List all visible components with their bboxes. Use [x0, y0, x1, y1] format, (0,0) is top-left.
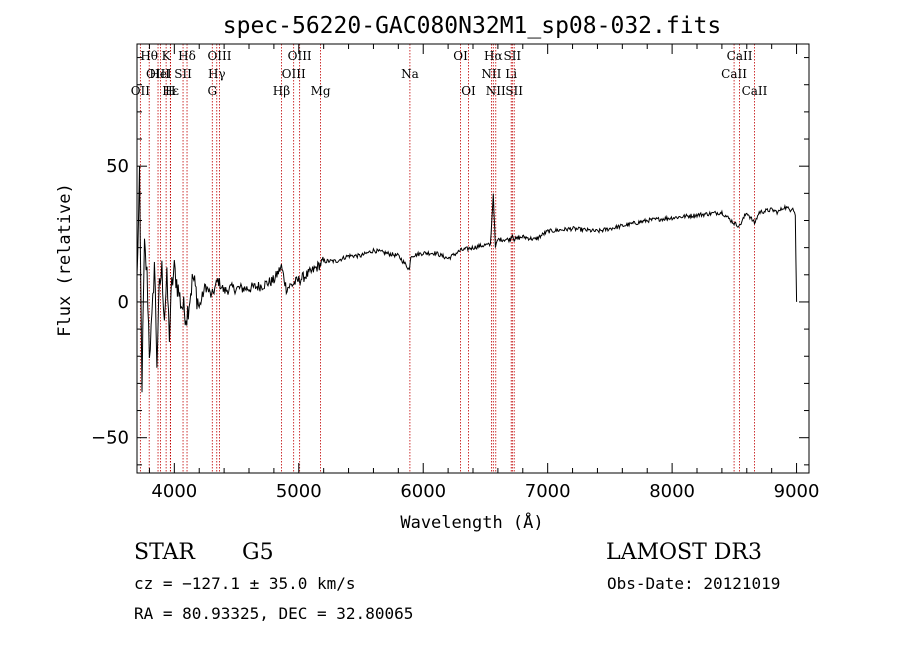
- chart-title: spec-56220-GAC080N32M1_sp08-032.fits: [223, 13, 722, 39]
- observation-date: Obs-Date: 20121019: [607, 574, 781, 593]
- redshift-velocity: cz = −127.1 ± 35.0 km/s: [134, 574, 356, 593]
- line-label-11: OIII: [207, 49, 231, 63]
- line-label-17: OI: [453, 49, 468, 63]
- line-label-23: SII: [503, 49, 521, 63]
- y-tick-label-0: −50: [91, 428, 129, 449]
- line-label-5: Hε: [162, 84, 179, 98]
- x-axis-label: Wavelength (Å): [400, 511, 543, 533]
- line-label-13: OIII: [282, 67, 306, 81]
- line-label-26: CaII: [727, 49, 753, 63]
- x-tick-label-2: 6000: [400, 481, 446, 502]
- line-label-22: Li: [505, 67, 517, 81]
- line-label-1: Hθ: [140, 49, 158, 63]
- x-tick-label-0: 4000: [151, 481, 197, 502]
- x-axis-ticks: 4000 5000 6000 7000 8000 9000: [148, 44, 820, 502]
- line-label-15: Mg: [311, 84, 331, 98]
- line-label-19: NII: [481, 67, 501, 81]
- line-label-9: G: [207, 84, 217, 98]
- flux-series-line: [136, 166, 798, 393]
- survey-label: LAMOST DR3: [606, 540, 762, 565]
- line-label-2: OIII: [146, 67, 170, 81]
- object-class: STAR: [134, 540, 195, 565]
- spectral-line-labels: OIIHθOIIIHeIKHεHSIIHδGHγOIIIHβOIIIOIIIMg…: [131, 49, 768, 98]
- plot-frame: [136, 43, 810, 474]
- line-label-25: CaII: [721, 67, 747, 81]
- x-tick-label-3: 7000: [525, 481, 571, 502]
- line-label-7: SII: [174, 67, 192, 81]
- y-tick-label-1: 0: [118, 292, 129, 313]
- line-label-4: K: [162, 49, 172, 63]
- line-label-14: OIII: [288, 49, 312, 63]
- line-label-8: Hδ: [178, 49, 196, 63]
- line-label-0: OII: [131, 84, 151, 98]
- y-axis-ticks: −50 0 50: [91, 57, 809, 466]
- line-label-20: Hα: [484, 49, 503, 63]
- line-label-21: NII: [486, 84, 506, 98]
- spectral-subclass: G5: [242, 540, 274, 565]
- y-axis-label: Flux (relative): [55, 183, 75, 337]
- x-tick-label-5: 9000: [774, 481, 820, 502]
- line-label-16: Na: [401, 67, 419, 81]
- x-tick-label-1: 5000: [276, 481, 322, 502]
- line-label-18: OI: [461, 84, 476, 98]
- line-label-27: CaII: [742, 84, 768, 98]
- line-label-12: Hβ: [273, 84, 290, 98]
- line-label-6: H: [165, 84, 175, 98]
- line-label-10: Hγ: [208, 67, 226, 81]
- y-tick-label-2: 50: [106, 156, 129, 177]
- line-label-3: HeI: [149, 67, 172, 81]
- line-label-24: SII: [505, 84, 523, 98]
- spectral-line-markers: [139, 44, 755, 473]
- x-tick-label-4: 8000: [649, 481, 695, 502]
- coordinates: RA = 80.93325, DEC = 32.80065: [134, 604, 414, 623]
